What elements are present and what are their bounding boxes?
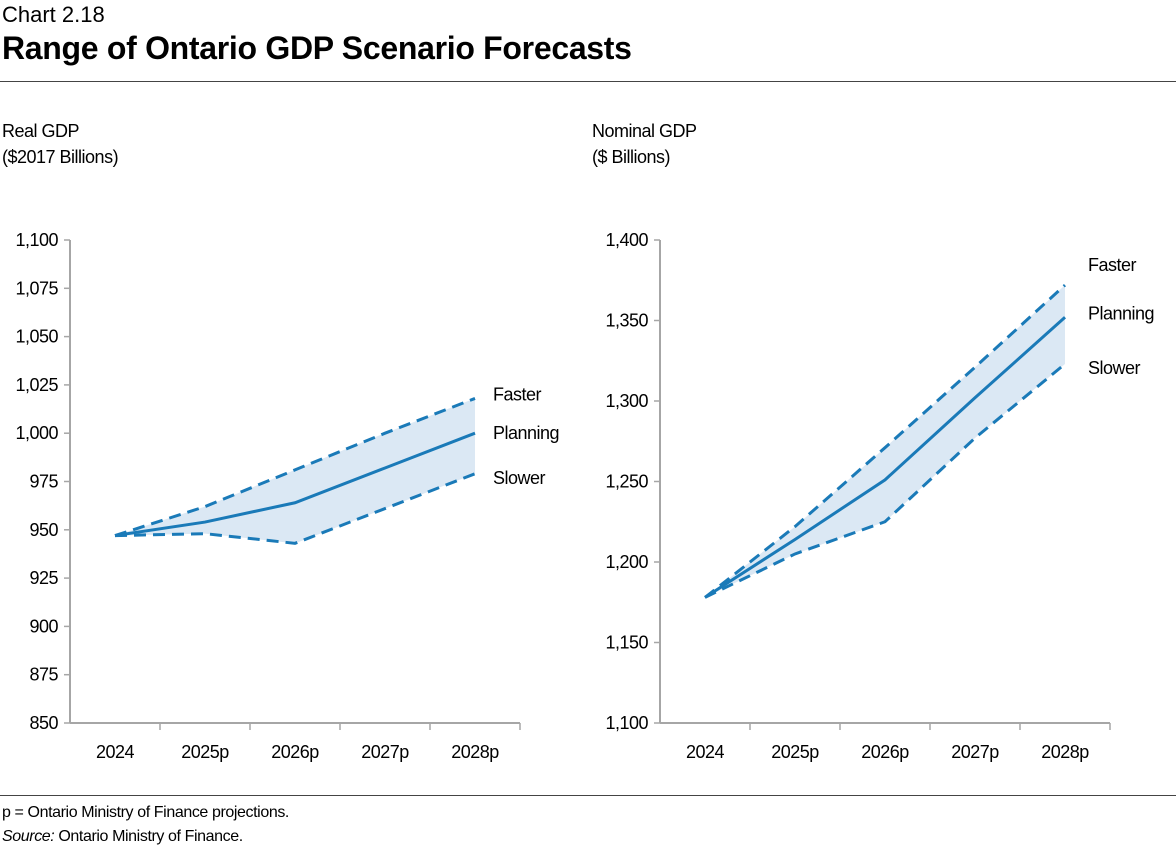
left-y-tick-label: 875 <box>29 665 58 685</box>
right-series-planning <box>704 316 1067 599</box>
footnote-projections: p = Ontario Ministry of Finance projecti… <box>2 804 289 821</box>
left-x-tick-label: 2027p <box>361 742 409 762</box>
left-y-tick-label: 975 <box>29 472 58 492</box>
right-y-tick-label: 1,250 <box>605 472 648 492</box>
right-x-tick-label: 2025p <box>771 742 819 762</box>
footnote-divider <box>0 795 1176 796</box>
left-series-slower <box>114 472 476 545</box>
right-series-label-slower: Slower <box>1088 358 1141 378</box>
left-x-tick-label: 2028p <box>451 742 499 762</box>
right-ylabel-line2: ($ Billions) <box>592 147 671 167</box>
right-series-label-faster: Faster <box>1088 255 1137 275</box>
left-series-label-faster: Faster <box>493 384 542 404</box>
right-y-tick-label: 1,300 <box>605 391 648 411</box>
right-y-tick-label: 1,100 <box>605 713 648 733</box>
left-x-tick-label: 2024 <box>96 742 135 762</box>
right-y-tick-label: 1,200 <box>605 552 648 572</box>
left-y-tick-label: 1,025 <box>15 375 58 395</box>
right-x-tick-label: 2028p <box>1041 742 1089 762</box>
footnote-source: Source: Ontario Ministry of Finance. <box>2 828 243 846</box>
left-x-tick-label: 2025p <box>181 742 229 762</box>
right-ylabel-line1: Nominal GDP <box>592 121 697 141</box>
left-series-label-slower: Slower <box>493 468 546 488</box>
right-x-tick-label: 2027p <box>951 742 999 762</box>
right-x-tick-label: 2026p <box>861 742 909 762</box>
left-y-tick-label: 850 <box>29 713 58 733</box>
right-x-tick-label: 2024 <box>686 742 725 762</box>
left-x-tick-label: 2026p <box>271 742 319 762</box>
right-y-tick-label: 1,350 <box>605 311 648 331</box>
chart-title: Range of Ontario GDP Scenario Forecasts <box>2 30 632 66</box>
left-y-tick-label: 950 <box>29 520 58 540</box>
right-y-tick-label: 1,150 <box>605 633 648 653</box>
left-y-tick-label: 900 <box>29 616 58 636</box>
right-series-faster <box>704 283 1067 599</box>
right-series-label-planning: Planning <box>1088 303 1154 323</box>
left-y-tick-label: 1,050 <box>15 327 58 347</box>
left-y-axis-label: Real GDP ($2017 Billions) <box>2 118 119 170</box>
left-y-tick-label: 925 <box>29 568 58 588</box>
left-y-tick-label: 1,075 <box>15 278 58 298</box>
left-y-tick-label: 1,000 <box>15 423 58 443</box>
left-series-planning <box>114 431 476 538</box>
left-ylabel-line2: ($2017 Billions) <box>2 147 119 167</box>
source-text: Ontario Ministry of Finance. <box>54 828 243 845</box>
right-y-axis-label: Nominal GDP ($ Billions) <box>592 118 697 170</box>
left-series-faster <box>114 397 476 538</box>
right-y-tick-label: 1,400 <box>605 230 648 250</box>
title-divider <box>0 81 1176 82</box>
source-label: Source: <box>2 828 55 845</box>
right-range-band <box>705 285 1065 598</box>
left-series-label-planning: Planning <box>493 423 559 443</box>
left-y-tick-label: 1,100 <box>15 230 58 250</box>
right-series-slower <box>704 362 1066 599</box>
chart-number: Chart 2.18 <box>2 2 105 27</box>
left-ylabel-line1: Real GDP <box>2 121 80 141</box>
